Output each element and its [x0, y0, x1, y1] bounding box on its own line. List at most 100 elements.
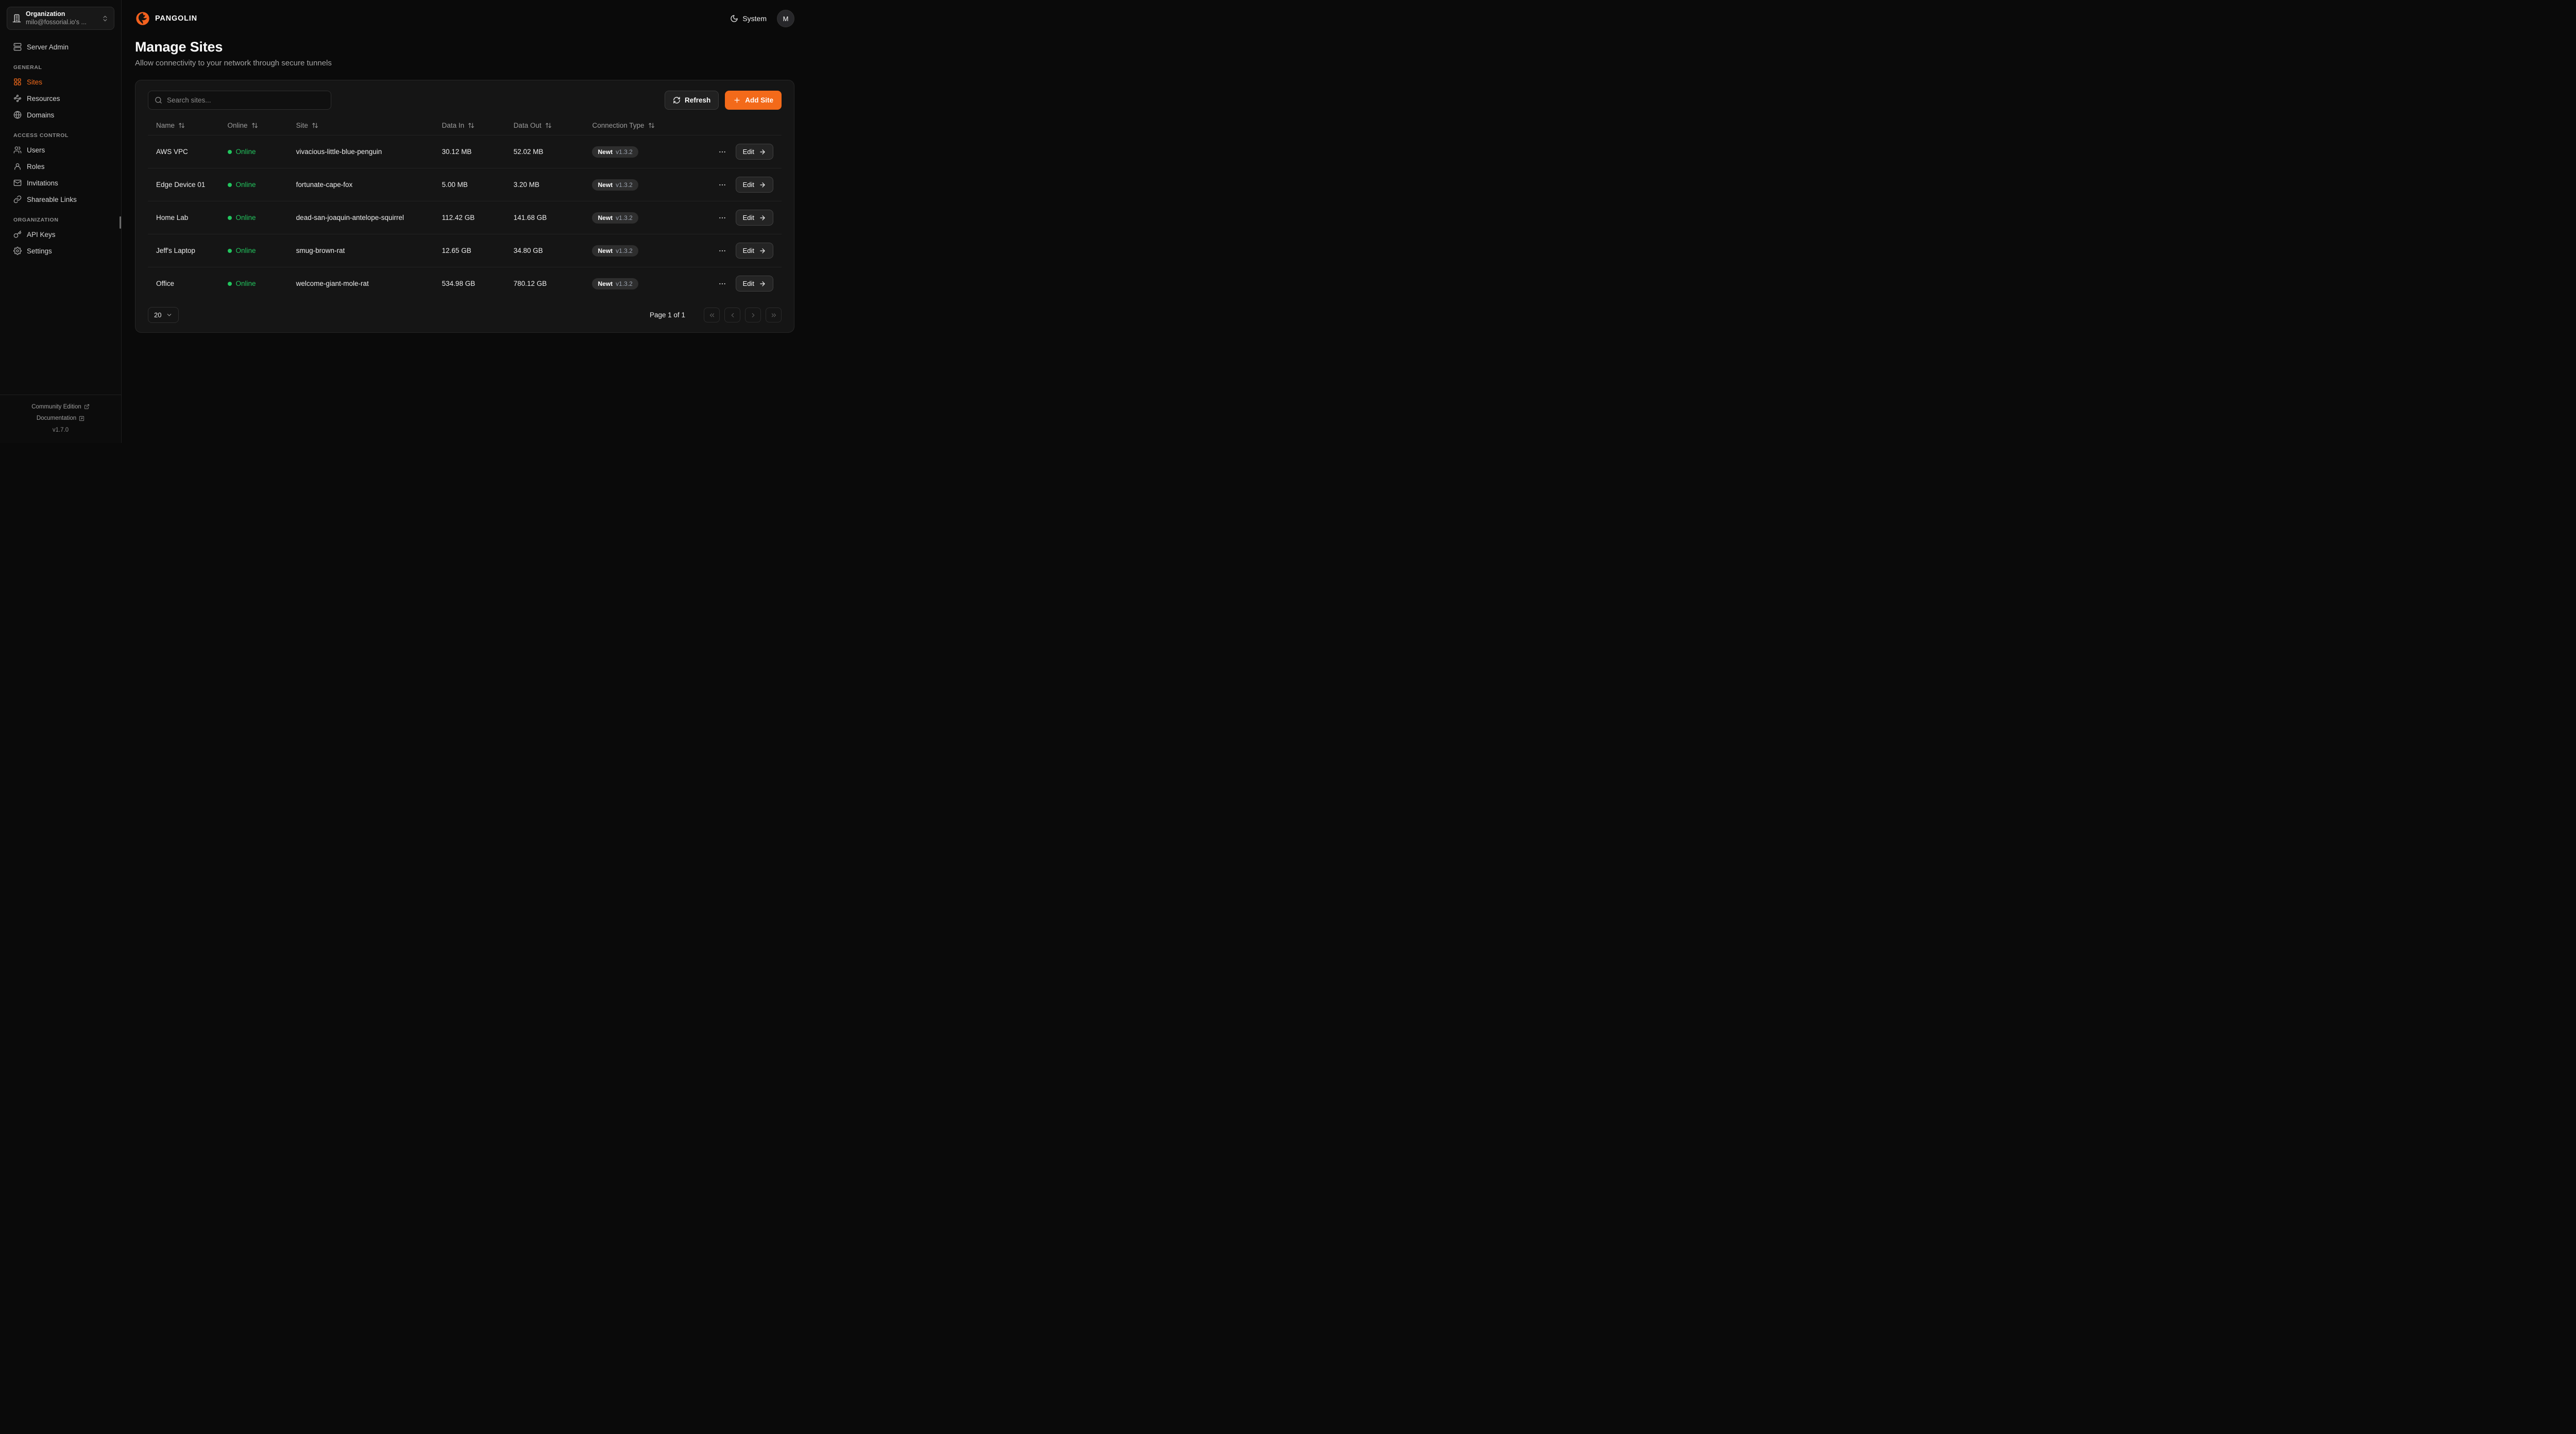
online-dot-icon [227, 182, 232, 187]
theme-toggle[interactable]: System [730, 14, 767, 23]
connection-type-badge: Newt v1.3.2 [592, 245, 638, 257]
edit-button[interactable]: Edit [735, 210, 773, 226]
add-site-label: Add Site [745, 96, 773, 104]
page-body: Manage Sites Allow connectivity to your … [122, 37, 808, 333]
table-row: Jeff's Laptop Online smug-brown-rat 12.6… [148, 234, 782, 267]
first-page-button[interactable] [704, 308, 720, 322]
refresh-button[interactable]: Refresh [664, 91, 719, 110]
data-in: 112.42 GB [433, 201, 505, 234]
previous-page-button[interactable] [724, 308, 740, 322]
building-icon [12, 14, 21, 23]
column-header-data-in[interactable]: Data In [442, 122, 475, 129]
next-page-button[interactable] [745, 308, 761, 322]
sidebar-item-users[interactable]: Users [7, 142, 114, 158]
row-menu-button[interactable] [716, 278, 728, 290]
sites-table: Name Online Site Data In Data Out Connec… [148, 116, 782, 300]
section-label-access-control: ACCESS CONTROL [13, 132, 69, 139]
chevron-right-icon [750, 312, 757, 319]
documentation-link[interactable]: Documentation [37, 413, 84, 424]
pager-buttons [704, 308, 782, 322]
sidebar-nav: Server Admin GENERAL Sites Resources [0, 37, 121, 395]
sidebar-item-sites[interactable]: Sites [7, 74, 114, 90]
online-dot-icon [227, 281, 232, 286]
sidebar-item-label: Server Admin [27, 43, 69, 51]
connection-type-badge: Newt v1.3.2 [592, 146, 638, 158]
page-size-select[interactable]: 20 [148, 307, 179, 323]
ellipsis-icon [718, 148, 726, 156]
org-title: Organization [26, 10, 65, 18]
chevrons-up-down-icon [101, 15, 109, 22]
status-badge: Online [227, 247, 256, 254]
sidebar-item-api-keys[interactable]: API Keys [7, 226, 114, 243]
community-edition-link[interactable]: Community Edition [31, 401, 90, 413]
sidebar-item-label: Invitations [27, 179, 58, 187]
sidebar-item-invitations[interactable]: Invitations [7, 175, 114, 191]
table-row: Office Online welcome-giant-mole-rat 534… [148, 267, 782, 300]
row-menu-button[interactable] [716, 212, 728, 224]
table-row: AWS VPC Online vivacious-little-blue-pen… [148, 135, 782, 168]
column-header-connection-type[interactable]: Connection Type [592, 122, 654, 129]
data-out: 780.12 GB [505, 267, 584, 300]
users-icon [13, 146, 22, 154]
mail-icon [13, 179, 22, 187]
sidebar-item-resources[interactable]: Resources [7, 90, 114, 107]
edit-button[interactable]: Edit [735, 243, 773, 259]
sidebar-item-server-admin[interactable]: Server Admin [7, 39, 114, 55]
table-header-row: Name Online Site Data In Data Out Connec… [148, 116, 782, 135]
site-name: Office [148, 267, 219, 300]
edit-button[interactable]: Edit [735, 276, 773, 292]
ellipsis-icon [718, 214, 726, 222]
last-page-button[interactable] [766, 308, 782, 322]
data-in: 534.98 GB [433, 267, 505, 300]
sidebar-item-shareable-links[interactable]: Shareable Links [7, 191, 114, 208]
brand[interactable]: PANGOLIN [135, 11, 197, 26]
sort-icon [545, 122, 552, 129]
arrow-right-icon [759, 148, 766, 156]
column-header-name[interactable]: Name [156, 122, 185, 129]
status-badge: Online [227, 181, 256, 189]
column-header-data-out[interactable]: Data Out [514, 122, 552, 129]
ellipsis-icon [718, 247, 726, 255]
org-subtitle: milo@fossorial.io's ... [26, 18, 87, 26]
table-row: Edge Device 01 Online fortunate-cape-fox… [148, 168, 782, 201]
site-slug: dead-san-joaquin-antelope-squirrel [287, 201, 434, 234]
version-label: v1.7.0 [52, 426, 69, 433]
sidebar-item-label: Users [27, 146, 45, 154]
edit-button[interactable]: Edit [735, 177, 773, 193]
sidebar-item-roles[interactable]: Roles [7, 158, 114, 175]
add-site-button[interactable]: Add Site [725, 91, 782, 110]
org-selector[interactable]: Organization milo@fossorial.io's ... [7, 7, 114, 30]
plus-icon [733, 96, 741, 104]
edit-button[interactable]: Edit [735, 144, 773, 160]
column-header-online[interactable]: Online [228, 122, 258, 129]
arrow-right-icon [759, 181, 766, 189]
pagination: Page 1 of 1 [650, 308, 782, 322]
key-icon [13, 230, 22, 238]
sort-icon [312, 122, 318, 129]
chevrons-left-icon [708, 312, 716, 319]
online-dot-icon [227, 215, 232, 220]
site-name: Edge Device 01 [148, 168, 219, 201]
row-menu-button[interactable] [716, 245, 728, 257]
page-title: Manage Sites [135, 39, 223, 55]
column-header-site[interactable]: Site [296, 122, 318, 129]
avatar-initial: M [783, 14, 789, 23]
gear-icon [13, 247, 22, 255]
sidebar-scrollbar-thumb[interactable] [120, 216, 121, 229]
site-name: Jeff's Laptop [148, 234, 219, 267]
data-out: 141.68 GB [505, 201, 584, 234]
search-input[interactable] [167, 96, 325, 104]
avatar[interactable]: M [777, 10, 794, 27]
sidebar-item-settings[interactable]: Settings [7, 243, 114, 259]
connection-type-badge: Newt v1.3.2 [592, 179, 638, 191]
row-menu-button[interactable] [716, 146, 728, 158]
page-info: Page 1 of 1 [649, 311, 685, 319]
sidebar-item-label: Domains [27, 111, 55, 119]
status-badge: Online [227, 148, 256, 156]
data-out: 3.20 MB [505, 168, 584, 201]
user-icon [13, 162, 22, 170]
sidebar-item-label: Resources [27, 94, 60, 103]
sidebar-item-domains[interactable]: Domains [7, 107, 114, 123]
row-menu-button[interactable] [716, 179, 728, 191]
connection-type-badge: Newt v1.3.2 [592, 278, 638, 289]
